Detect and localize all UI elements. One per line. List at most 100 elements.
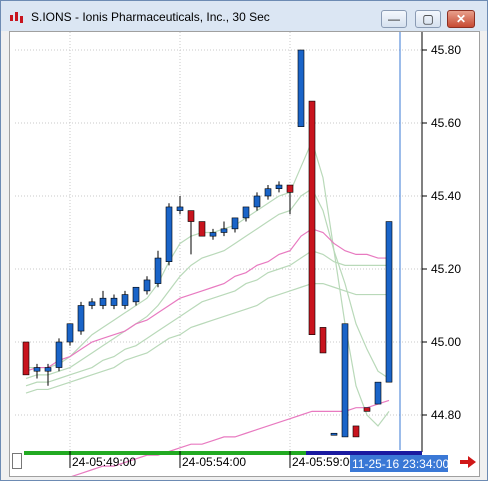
- candle-body: [143, 279, 151, 292]
- candle: [286, 184, 294, 215]
- candle-body: [187, 210, 195, 222]
- candle: [330, 432, 338, 436]
- candle-body: [121, 294, 129, 306]
- candle-body: [363, 407, 371, 412]
- chart-area[interactable]: 45.80 45.60 45.40 45.20 45.00 44.80 24-05:49:…: [9, 31, 480, 481]
- x-axis-tick-label: 24-05:54:00: [182, 455, 246, 469]
- candle: [319, 327, 327, 354]
- candle-body: [22, 341, 30, 376]
- candle: [308, 100, 316, 336]
- candle: [374, 381, 382, 405]
- candle: [176, 196, 184, 215]
- candle: [187, 210, 195, 255]
- candle: [253, 192, 261, 211]
- candle-body: [242, 206, 250, 219]
- y-axis-tick-label: 45.60: [431, 116, 461, 130]
- candle: [198, 221, 206, 237]
- candle-body: [374, 381, 382, 405]
- candle: [352, 425, 360, 438]
- candle: [66, 323, 74, 346]
- minimize-button[interactable]: —: [381, 10, 407, 28]
- candle-body: [341, 323, 349, 438]
- candle: [242, 206, 250, 222]
- candle: [363, 407, 371, 412]
- candle-body: [253, 195, 261, 208]
- time-scroll-bar-session: [306, 451, 422, 455]
- candle-body: [264, 188, 272, 197]
- title-bar[interactable]: S.IONS - Ionis Pharmaceuticals, Inc., 30…: [1, 1, 487, 31]
- candle-body: [154, 257, 162, 284]
- cursor-time-label: 11-25-16 23:34:00: [352, 457, 450, 471]
- candle-body: [319, 327, 327, 354]
- y-axis-tick-label: 45.80: [431, 43, 461, 57]
- candle: [154, 250, 162, 288]
- candle: [132, 286, 140, 306]
- y-axis-tick-label: 45.40: [431, 189, 461, 203]
- x-axis-tick-label: 24-05:49:00: [72, 455, 136, 469]
- candle-body: [209, 232, 217, 237]
- candle: [44, 363, 52, 386]
- candle: [143, 276, 151, 295]
- candle-body: [385, 221, 393, 383]
- candle: [77, 301, 85, 335]
- x-axis-tick-label: 24-05:59:00: [292, 455, 356, 469]
- candle: [385, 221, 393, 383]
- candle: [297, 49, 305, 127]
- candle: [165, 203, 173, 266]
- candle: [55, 338, 63, 372]
- candle-body: [198, 221, 206, 237]
- candle: [275, 181, 283, 193]
- y-axis-tick-label: 45.00: [431, 335, 461, 349]
- maximize-icon: ▢: [422, 12, 434, 26]
- candle-body: [297, 49, 305, 127]
- candle-body: [55, 341, 63, 368]
- candle: [99, 290, 107, 310]
- candle-body: [110, 297, 118, 306]
- scroll-right-arrow-icon[interactable]: [460, 456, 476, 468]
- moving-average-line: [56, 399, 390, 481]
- moving-average-line: [25, 187, 390, 380]
- maximize-button[interactable]: ▢: [415, 10, 441, 28]
- candle-body: [308, 100, 316, 336]
- window-title: S.IONS - Ionis Pharmaceuticals, Inc., 30…: [31, 10, 270, 24]
- price-chart[interactable]: 45.80 45.60 45.40 45.20 45.00 44.80 24-05:49:…: [10, 32, 479, 481]
- candle-body: [77, 305, 85, 332]
- candle: [88, 298, 96, 310]
- candle: [33, 363, 41, 379]
- candle: [22, 341, 30, 376]
- candle: [220, 221, 228, 237]
- candle: [121, 290, 129, 310]
- candle-body: [132, 286, 140, 303]
- candle-body: [33, 367, 41, 372]
- scroll-thumb[interactable]: [12, 453, 22, 469]
- chart-app-icon: [10, 12, 23, 23]
- candle-body: [99, 297, 107, 306]
- candle-body: [275, 184, 283, 190]
- close-button[interactable]: ✕: [447, 10, 475, 28]
- candle-body: [88, 301, 96, 306]
- candle: [110, 294, 118, 310]
- candle: [231, 217, 239, 233]
- moving-average-line: [25, 250, 389, 387]
- candle: [264, 185, 272, 200]
- y-axis-tick-label: 45.20: [431, 262, 461, 276]
- y-axis-tick-label: 44.80: [431, 408, 461, 422]
- moving-average-line: [25, 228, 389, 372]
- close-icon: ✕: [455, 12, 467, 26]
- candle-body: [352, 425, 360, 438]
- moving-average-line: [25, 283, 389, 394]
- cursor-time-label-bg: [350, 455, 448, 472]
- candle-body: [176, 206, 184, 211]
- moving-average-line: [26, 139, 390, 427]
- candle-body: [231, 217, 239, 230]
- candle-body: [66, 323, 74, 343]
- time-scroll-bar: [24, 451, 324, 455]
- candle-body: [165, 206, 173, 262]
- candle-body: [220, 228, 228, 233]
- candle: [341, 323, 349, 438]
- candle-body: [44, 367, 52, 372]
- candle: [209, 228, 217, 240]
- candle-body: [286, 184, 294, 193]
- minimize-icon: —: [388, 12, 400, 26]
